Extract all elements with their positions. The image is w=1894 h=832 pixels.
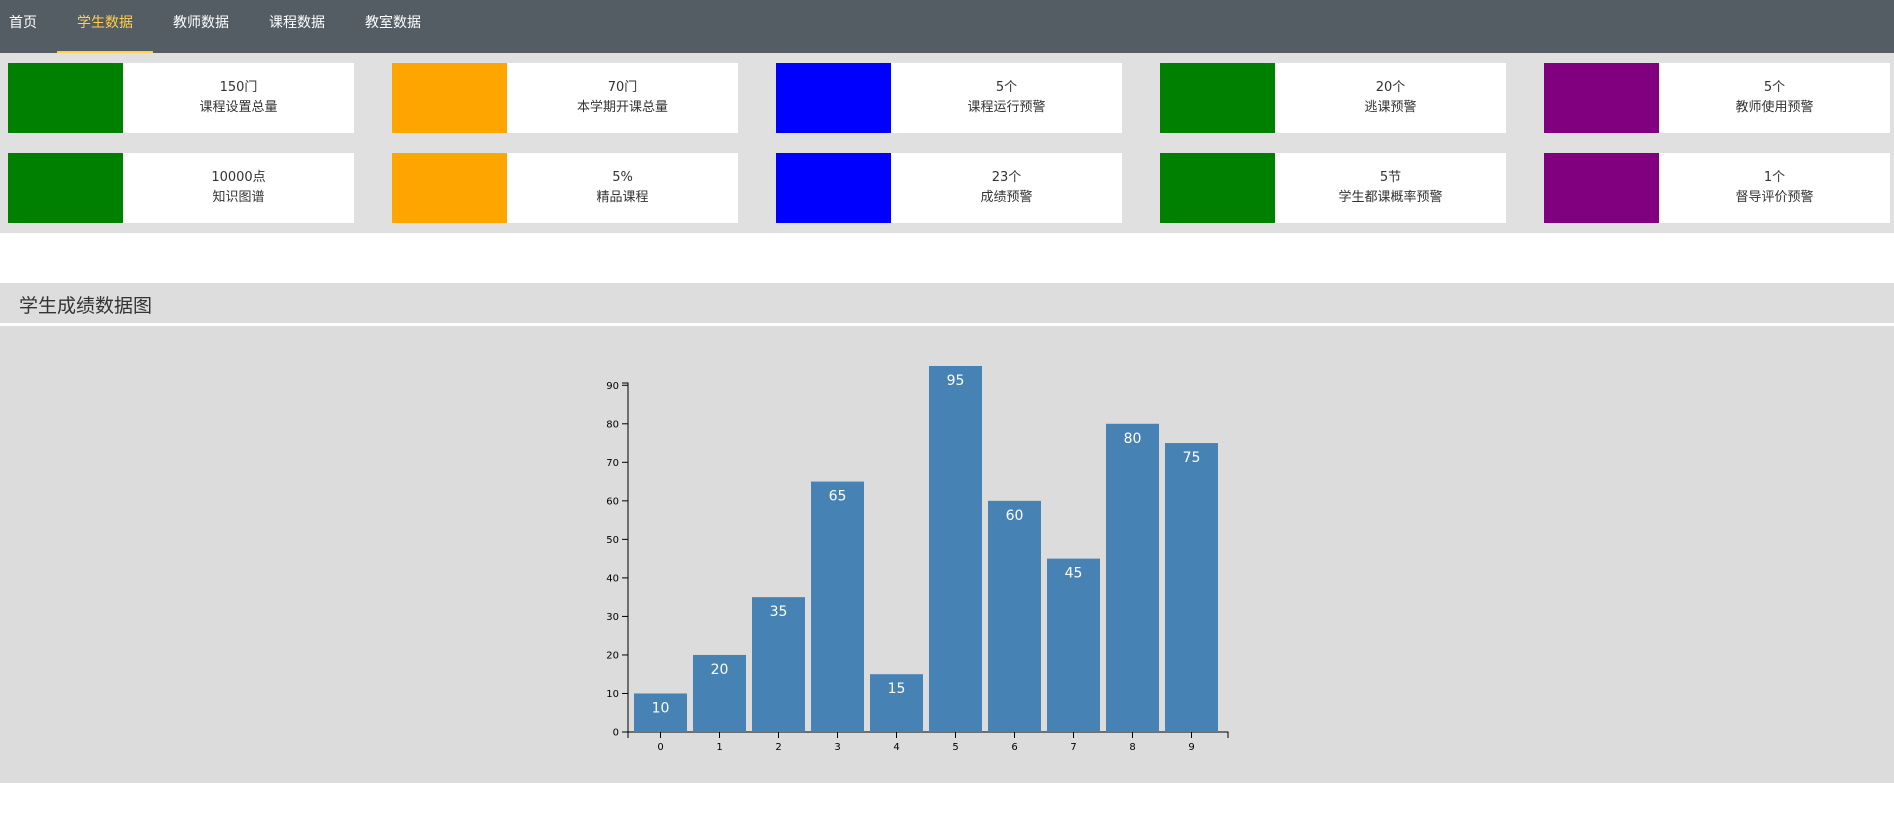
stat-value: 5% <box>612 170 633 185</box>
x-tick-label: 4 <box>893 742 899 753</box>
stat-value: 10000点 <box>211 170 266 185</box>
top-nav-menu: 首页 学生数据 教师数据 课程数据 教室数据 <box>0 0 1894 53</box>
stat-color-block <box>1160 63 1275 133</box>
x-tick-label: 9 <box>1188 742 1194 753</box>
bar-value-label: 15 <box>888 681 906 697</box>
chart-section-header: 学生成绩数据图 <box>0 283 1894 323</box>
bar-value-label: 95 <box>947 373 965 389</box>
x-tick-label: 3 <box>834 742 840 753</box>
stat-color-block <box>8 63 123 133</box>
bar <box>1106 423 1159 732</box>
stat-value: 5个 <box>995 80 1018 95</box>
stat-label: 督导评价预警 <box>1735 190 1814 205</box>
stat-value: 70门 <box>607 80 638 95</box>
stat-label: 学生都课概率预警 <box>1338 190 1443 205</box>
nav-item-student-data[interactable]: 学生数据 <box>57 0 153 53</box>
y-tick-label: 0 <box>613 728 619 739</box>
x-tick-label: 5 <box>952 742 958 753</box>
stat-color-block <box>1544 63 1659 133</box>
stat-value: 5节 <box>1379 170 1402 185</box>
bar-value-label: 45 <box>1065 566 1083 582</box>
bar <box>1165 443 1218 732</box>
bar <box>929 366 982 732</box>
stat-value: 20个 <box>1375 80 1406 95</box>
bar <box>1047 558 1100 732</box>
bar <box>811 481 864 732</box>
stat-card-course-total: 150门 课程设置总量 <box>8 63 354 133</box>
stats-panel: 150门 课程设置总量 70门 本学期开课总量 5个 课程运行预警 20个 逃课… <box>0 53 1894 233</box>
stat-color-block <box>392 153 507 223</box>
nav-item-teacher-data[interactable]: 教师数据 <box>173 15 229 31</box>
stat-label: 课程运行预警 <box>967 100 1046 115</box>
stat-label: 本学期开课总量 <box>576 100 668 115</box>
y-tick-label: 80 <box>606 419 619 430</box>
stat-card-course-warning: 5个 课程运行预警 <box>776 63 1122 133</box>
x-tick-label: 0 <box>657 742 663 753</box>
stat-label: 课程设置总量 <box>199 100 278 115</box>
x-tick-label: 6 <box>1011 742 1017 753</box>
x-tick-label: 1 <box>716 742 722 753</box>
stat-label: 逃课预警 <box>1364 100 1417 115</box>
y-tick-label: 20 <box>606 650 619 661</box>
stat-value: 1个 <box>1763 170 1786 185</box>
chart-section-title: 学生成绩数据图 <box>19 295 153 317</box>
x-tick-label: 7 <box>1070 742 1076 753</box>
stat-card-supervision-warning: 1个 督导评价预警 <box>1544 153 1890 223</box>
nav-item-course-data[interactable]: 课程数据 <box>269 15 325 31</box>
x-axis-line <box>627 731 1229 738</box>
y-tick-label: 70 <box>606 458 619 469</box>
stat-card-grade-warning: 23个 成绩预警 <box>776 153 1122 223</box>
bar-value-label: 65 <box>829 489 847 505</box>
stat-value: 5个 <box>1763 80 1786 95</box>
y-tick-label: 50 <box>606 535 619 546</box>
stat-card-teacher-usage-warning: 5个 教师使用预警 <box>1544 63 1890 133</box>
stat-card-truancy-warning: 20个 逃课预警 <box>1160 63 1506 133</box>
x-tick-label: 8 <box>1129 742 1135 753</box>
y-axis-line <box>622 382 629 733</box>
stat-value: 150门 <box>219 80 258 95</box>
y-tick-label: 90 <box>606 381 619 392</box>
stat-value: 23个 <box>991 170 1022 185</box>
stat-card-knowledge-graph: 10000点 知识图谱 <box>8 153 354 223</box>
bar-value-label: 80 <box>1124 431 1142 447</box>
nav-item-classroom-data[interactable]: 教室数据 <box>365 15 421 31</box>
y-tick-label: 40 <box>606 573 619 584</box>
bar-value-label: 35 <box>770 604 788 620</box>
stat-color-block <box>8 153 123 223</box>
stat-color-block <box>776 153 891 223</box>
y-axis: 0 10 20 30 40 50 60 70 80 90 <box>606 381 629 739</box>
stat-card-semester-courses: 70门 本学期开课总量 <box>392 63 738 133</box>
stat-color-block <box>776 63 891 133</box>
stat-color-block <box>1160 153 1275 223</box>
y-tick-label: 60 <box>606 496 619 507</box>
bar <box>693 654 746 732</box>
stat-label: 成绩预警 <box>980 190 1033 205</box>
stat-color-block <box>1544 153 1659 223</box>
bar-value-label: 75 <box>1183 450 1201 466</box>
x-axis: 0 1 2 3 4 5 6 7 8 9 <box>627 731 1229 753</box>
stat-card-attendance-probability: 5节 学生都课概率预警 <box>1160 153 1506 223</box>
stat-label: 教师使用预警 <box>1735 100 1814 115</box>
bar-value-label: 10 <box>652 700 670 716</box>
y-tick-label: 30 <box>606 612 619 623</box>
stat-card-quality-courses: 5% 精品课程 <box>392 153 738 223</box>
y-tick-label: 10 <box>606 689 619 700</box>
x-tick-label: 2 <box>775 742 781 753</box>
nav-item-home[interactable]: 首页 <box>9 15 37 31</box>
bar <box>988 500 1041 732</box>
bar <box>634 693 687 732</box>
bar-value-label: 20 <box>711 662 729 678</box>
bar-value-label: 60 <box>1006 508 1024 524</box>
stat-color-block <box>392 63 507 133</box>
stat-label: 精品课程 <box>596 190 649 205</box>
bar <box>752 597 805 732</box>
bars-group: 10 20 35 65 15 95 60 45 80 75 <box>634 366 1218 732</box>
bar <box>870 674 923 732</box>
stat-label: 知识图谱 <box>212 190 265 205</box>
